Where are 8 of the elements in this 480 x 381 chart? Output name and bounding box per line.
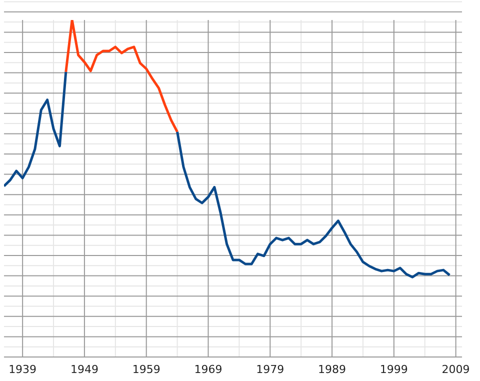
x-tick-label: 1979 xyxy=(256,362,284,376)
x-tick-label: 1959 xyxy=(132,362,160,376)
x-tick-label: 1939 xyxy=(8,362,37,376)
x-tick-label: 1969 xyxy=(194,362,222,376)
x-tick-label: 1949 xyxy=(70,362,98,376)
x-tick-label: 2009 xyxy=(442,362,470,376)
x-tick-label: 1999 xyxy=(380,362,408,376)
x-tick-label: 1989 xyxy=(318,362,346,376)
